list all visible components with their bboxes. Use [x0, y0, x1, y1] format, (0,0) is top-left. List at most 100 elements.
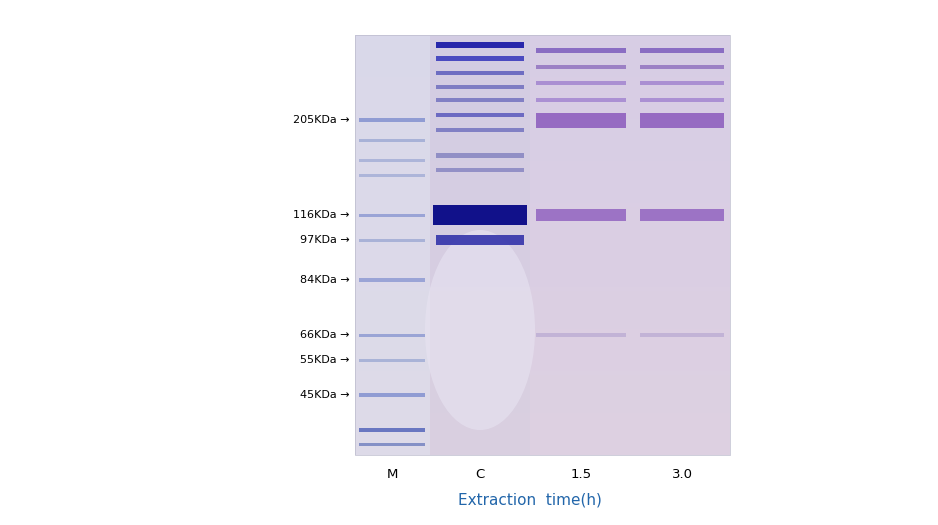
Bar	[355, 371, 730, 375]
Bar	[355, 186, 730, 191]
Bar	[355, 86, 730, 90]
Bar	[530, 35, 730, 455]
Bar	[355, 447, 730, 451]
Bar	[359, 333, 426, 337]
Bar	[355, 233, 730, 237]
Bar	[537, 333, 626, 337]
Bar	[537, 47, 626, 53]
Text: 3.0: 3.0	[672, 468, 692, 481]
Bar	[355, 44, 730, 48]
Bar	[355, 338, 730, 342]
Text: 66KDa →: 66KDa →	[300, 330, 350, 340]
Bar	[359, 359, 426, 362]
Bar	[355, 287, 730, 291]
Bar	[355, 438, 730, 443]
Bar	[355, 60, 730, 65]
Bar	[355, 291, 730, 296]
Text: 55KDa →: 55KDa →	[300, 355, 350, 365]
Text: Extraction  time(h): Extraction time(h)	[458, 492, 602, 508]
Bar	[355, 35, 730, 39]
Text: C: C	[476, 468, 485, 481]
Bar	[355, 304, 730, 308]
Bar	[537, 98, 626, 102]
Bar	[355, 388, 730, 392]
Bar	[355, 216, 730, 220]
Bar	[355, 65, 730, 69]
Bar	[355, 94, 730, 98]
Bar	[355, 249, 730, 254]
Bar	[355, 119, 730, 123]
Bar	[355, 98, 730, 102]
Bar	[436, 128, 524, 132]
Bar	[355, 107, 730, 111]
Bar	[355, 212, 730, 216]
Text: 97KDa →: 97KDa →	[300, 235, 350, 245]
Bar	[355, 161, 730, 165]
Bar	[355, 359, 730, 363]
Bar	[355, 182, 730, 186]
Bar	[355, 140, 730, 144]
Bar	[355, 443, 730, 447]
Bar	[355, 413, 730, 417]
Bar	[355, 56, 730, 60]
Bar	[359, 214, 426, 216]
Text: 1.5: 1.5	[570, 468, 592, 481]
Bar	[359, 393, 426, 397]
Bar	[355, 409, 730, 413]
Bar	[355, 266, 730, 270]
Bar	[355, 35, 430, 455]
Ellipse shape	[425, 230, 535, 430]
Bar	[355, 228, 730, 233]
Bar	[355, 165, 730, 170]
Bar	[640, 333, 724, 337]
Bar	[355, 207, 730, 212]
Bar	[355, 136, 730, 140]
Bar	[355, 392, 730, 396]
Bar	[355, 111, 730, 115]
Text: 84KDa →: 84KDa →	[300, 275, 350, 285]
Text: M: M	[386, 468, 398, 481]
Bar	[355, 241, 730, 245]
Bar	[355, 342, 730, 346]
Bar	[355, 128, 730, 132]
Bar	[355, 375, 730, 380]
Bar	[355, 73, 730, 77]
Bar	[355, 132, 730, 136]
Bar	[436, 85, 524, 89]
Bar	[355, 115, 730, 119]
Bar	[355, 396, 730, 401]
Bar	[355, 325, 730, 329]
Bar	[359, 278, 426, 282]
Bar	[640, 65, 724, 69]
Bar	[355, 275, 730, 279]
Bar	[355, 430, 730, 434]
Bar	[355, 363, 730, 367]
Bar	[359, 443, 426, 446]
Bar	[355, 153, 730, 157]
Bar	[436, 71, 524, 75]
Bar	[355, 384, 730, 388]
Bar	[355, 346, 730, 350]
Bar	[355, 279, 730, 283]
Bar	[359, 118, 426, 122]
Bar	[537, 112, 626, 128]
Bar	[355, 123, 730, 128]
Bar	[355, 380, 730, 384]
Bar	[355, 174, 730, 178]
Bar	[355, 308, 730, 312]
Bar	[355, 191, 730, 195]
Bar	[355, 333, 730, 338]
Bar	[537, 65, 626, 69]
Bar	[355, 329, 730, 333]
Bar	[359, 159, 426, 162]
Bar	[430, 35, 530, 455]
Bar	[433, 205, 527, 225]
Bar	[355, 199, 730, 203]
Text: 45KDa →: 45KDa →	[300, 390, 350, 400]
Bar	[640, 98, 724, 102]
Bar	[355, 254, 730, 258]
Bar	[355, 77, 730, 81]
Bar	[355, 434, 730, 438]
Bar	[537, 81, 626, 85]
Bar	[355, 321, 730, 325]
